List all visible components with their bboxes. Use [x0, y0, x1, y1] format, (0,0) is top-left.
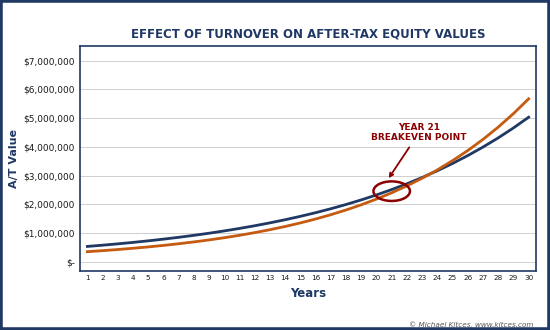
Stocks In IRA — [495, 125, 502, 129]
Stocks In Taxable — [221, 229, 228, 233]
Stocks In IRA — [297, 221, 304, 225]
Stocks In IRA — [114, 248, 121, 251]
Stocks In IRA — [388, 191, 395, 195]
Stocks In Taxable — [145, 239, 151, 243]
Stocks In Taxable — [114, 242, 121, 246]
Stocks In Taxable — [130, 241, 136, 245]
Stocks In Taxable — [84, 245, 91, 248]
Stocks In Taxable — [175, 235, 182, 239]
Stocks In IRA — [251, 231, 258, 235]
Stocks In Taxable — [343, 203, 349, 207]
Stocks In IRA — [267, 228, 273, 232]
Stocks In IRA — [190, 240, 197, 244]
Stocks In IRA — [419, 176, 426, 180]
Stocks In Taxable — [480, 145, 486, 149]
Stocks In Taxable — [434, 169, 441, 173]
Stocks In IRA — [221, 236, 228, 240]
Stocks In Taxable — [99, 243, 106, 247]
Stocks In IRA — [84, 250, 91, 254]
Text: YEAR 21
BREAKEVEN POINT: YEAR 21 BREAKEVEN POINT — [371, 123, 467, 177]
Stocks In IRA — [99, 249, 106, 253]
Line: Stocks In IRA: Stocks In IRA — [87, 99, 529, 252]
Line: Stocks In Taxable: Stocks In Taxable — [87, 117, 529, 247]
Stocks In Taxable — [510, 126, 517, 130]
Stocks In IRA — [480, 137, 486, 141]
Stocks In IRA — [510, 112, 517, 115]
Stocks In Taxable — [160, 237, 167, 241]
Stocks In IRA — [130, 246, 136, 250]
Stocks In Taxable — [419, 176, 426, 180]
X-axis label: Years: Years — [290, 287, 326, 300]
Stocks In Taxable — [449, 161, 456, 165]
Stocks In Taxable — [312, 211, 319, 215]
Stocks In IRA — [464, 148, 471, 152]
Stocks In IRA — [358, 203, 365, 207]
Stocks In IRA — [449, 159, 456, 163]
Stocks In Taxable — [495, 136, 502, 140]
Stocks In Taxable — [464, 153, 471, 157]
Stocks In Taxable — [404, 182, 410, 186]
Stocks In IRA — [373, 197, 380, 201]
Stocks In Taxable — [297, 214, 304, 218]
Stocks In Taxable — [267, 221, 273, 225]
Stocks In IRA — [312, 217, 319, 221]
Text: © Michael Kitces, www.kitces.com: © Michael Kitces, www.kitces.com — [409, 322, 534, 328]
Stocks In IRA — [175, 242, 182, 246]
Stocks In IRA — [145, 245, 151, 249]
Stocks In IRA — [525, 97, 532, 101]
Stocks In IRA — [327, 213, 334, 217]
Stocks In Taxable — [190, 233, 197, 237]
Title: EFFECT OF TURNOVER ON AFTER-TAX EQUITY VALUES: EFFECT OF TURNOVER ON AFTER-TAX EQUITY V… — [131, 28, 485, 41]
Stocks In IRA — [282, 224, 289, 228]
Stocks In Taxable — [358, 198, 365, 202]
Stocks In IRA — [206, 238, 212, 242]
Stocks In IRA — [160, 244, 167, 248]
Stocks In Taxable — [373, 193, 380, 197]
Stocks In Taxable — [388, 187, 395, 191]
Stocks In Taxable — [327, 207, 334, 211]
Stocks In Taxable — [282, 218, 289, 222]
Stocks In IRA — [404, 184, 410, 188]
Stocks In IRA — [236, 233, 243, 237]
Stocks In Taxable — [206, 231, 212, 235]
Stocks In Taxable — [251, 224, 258, 228]
Y-axis label: A/T Value: A/T Value — [9, 129, 19, 188]
Stocks In Taxable — [236, 226, 243, 230]
Stocks In Taxable — [525, 115, 532, 119]
Stocks In IRA — [343, 208, 349, 212]
Stocks In IRA — [434, 168, 441, 172]
